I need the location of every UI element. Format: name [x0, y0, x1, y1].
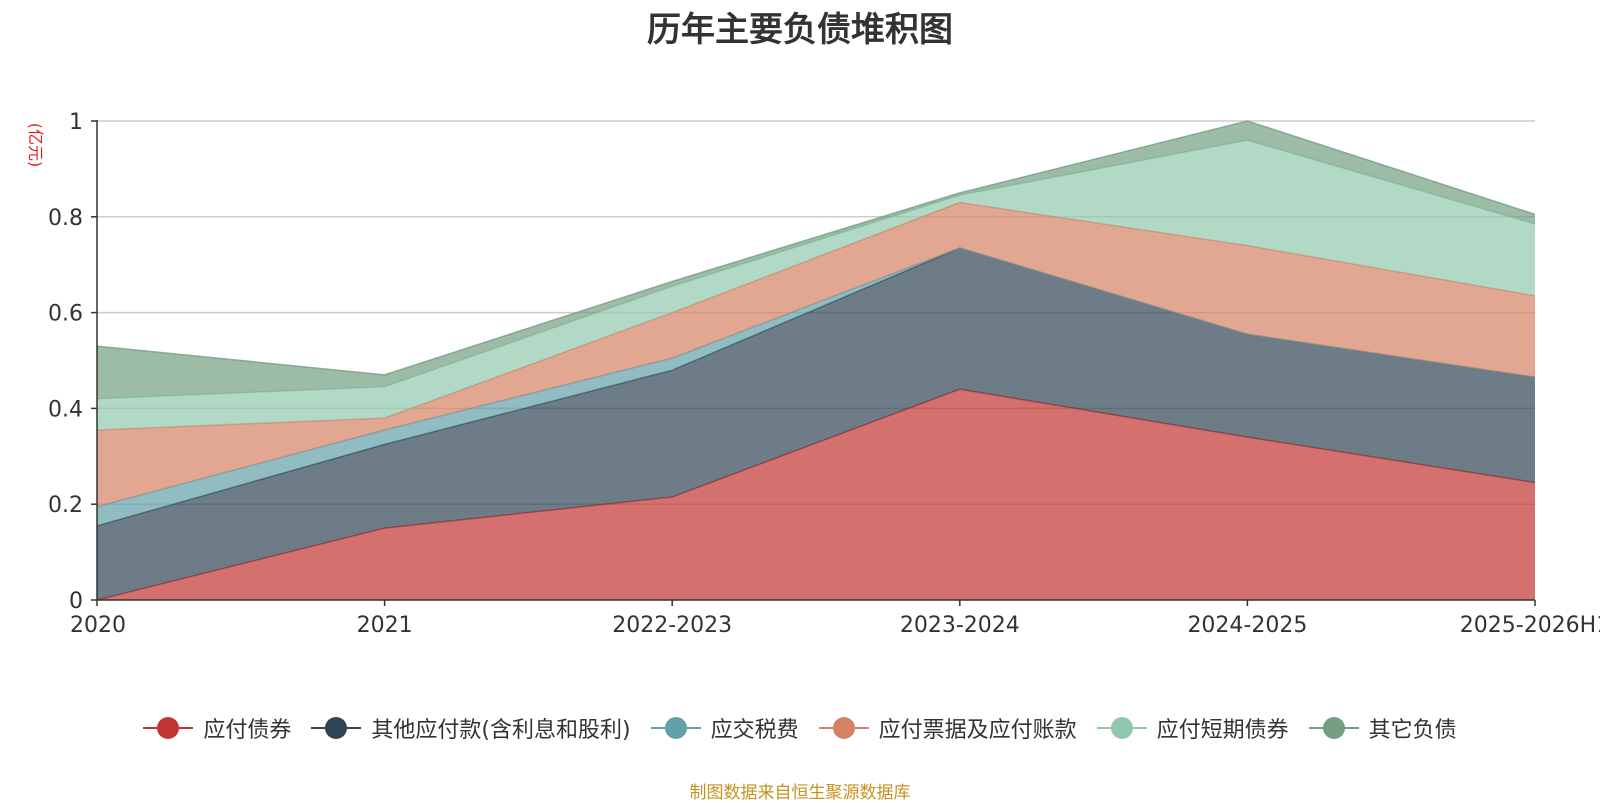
area-series-1 — [97, 247, 1535, 600]
area-series-3 — [97, 202, 1535, 507]
legend-marker-icon — [818, 715, 869, 741]
legend-item-5[interactable]: 其它负债 — [1308, 712, 1457, 744]
legend-item-1[interactable]: 其他应付款(含利息和股利) — [311, 712, 631, 744]
legend-marker-icon — [311, 715, 362, 741]
axes: 0 0.2 0.4 0.6 0.8 1 2020 2021 2022-2023 2023-2024… — [48, 110, 1600, 638]
legend-label: 应付短期债券 — [1156, 718, 1289, 743]
x-tick-label-5: 2025-2026H1 — [1460, 613, 1600, 638]
area-series-4 — [97, 140, 1535, 430]
legend-label: 其他应付款(含利息和股利) — [371, 718, 631, 743]
x-tick-label-3: 2023-2024 — [900, 613, 1020, 638]
x-tick-label-2: 2022-2023 — [612, 613, 732, 638]
source-note: 制图数据来自恒生聚源数据库 — [689, 783, 911, 803]
area-series-5 — [97, 121, 1535, 399]
legend-marker-icon — [650, 715, 701, 741]
legend-label: 其它负债 — [1368, 718, 1457, 743]
legend: 应付债券 其他应付款(含利息和股利) 应交税费 应付票据及应付账款 应付短期债券 其它负债 — [0, 712, 1600, 744]
legend-marker-icon — [1096, 715, 1147, 741]
area-layers — [96, 120, 1536, 601]
y-tick-label-5: 1 — [69, 110, 83, 135]
legend-item-2[interactable]: 应交税费 — [650, 712, 799, 744]
legend-item-4[interactable]: 应付短期债券 — [1096, 712, 1289, 744]
y-tick-label-1: 0.2 — [48, 493, 83, 518]
legend-item-0[interactable]: 应付债券 — [143, 712, 291, 744]
legend-marker-icon — [143, 715, 194, 741]
chart-title: 历年主要负债堆积图 — [647, 10, 953, 50]
legend-item-3[interactable]: 应付票据及应付账款 — [818, 712, 1077, 744]
legend-label: 应付票据及应付账款 — [878, 718, 1077, 743]
x-tick-label-0: 2020 — [70, 613, 126, 638]
x-tick-label-1: 2021 — [357, 613, 413, 638]
legend-marker-icon — [1308, 715, 1359, 741]
y-tick-label-2: 0.4 — [48, 397, 83, 422]
legend-label: 应付债券 — [203, 718, 292, 743]
x-tick-label-4: 2024-2025 — [1187, 613, 1307, 638]
area-series-0 — [97, 389, 1535, 600]
y-tick-label-0: 0 — [69, 589, 83, 614]
y-tick-label-4: 0.8 — [48, 206, 83, 231]
legend-label: 应交税费 — [710, 718, 799, 743]
area-line-series-5 — [96, 120, 1536, 376]
y-tick-label-3: 0.6 — [48, 302, 83, 327]
